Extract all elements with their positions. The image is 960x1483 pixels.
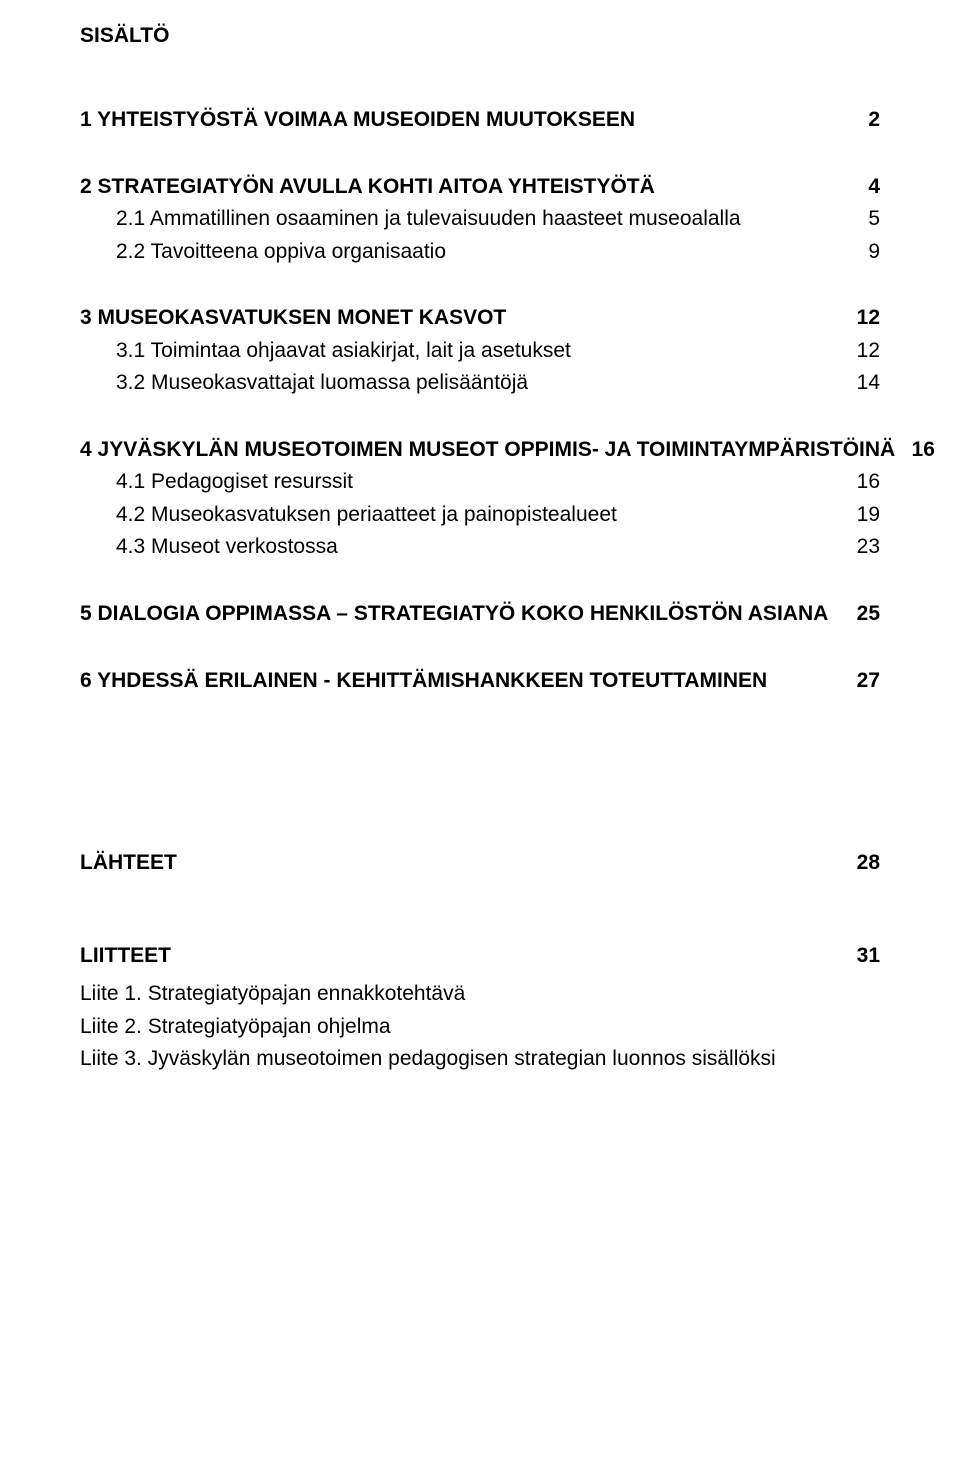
toc-entry-page: 16 [852, 466, 880, 499]
appendix-line: Liite 1. Strategiatyöpajan ennakkotehtäv… [80, 978, 880, 1011]
toc-entry-label: 2.1 Ammatillinen osaaminen ja tulevaisuu… [116, 203, 741, 236]
page-title: SISÄLTÖ [80, 24, 880, 48]
toc-entry-label: LIITTEET [80, 940, 171, 973]
appendix-line: Liite 3. Jyväskylän museotoimen pedagogi… [80, 1043, 880, 1076]
toc-entry: 5 DIALOGIA OPPIMASSA – STRATEGIATYÖ KOKO… [80, 598, 880, 631]
toc-gap [80, 564, 880, 598]
appendix-line: Liite 2. Strategiatyöpajan ohjelma [80, 1011, 880, 1044]
toc-entry-label: 3.1 Toimintaa ohjaavat asiakirjat, lait … [116, 335, 571, 368]
toc-entry: 4.2 Museokasvatuksen periaatteet ja pain… [80, 499, 880, 532]
toc-entry-page: 27 [852, 665, 880, 698]
toc-entry-page: 23 [852, 531, 880, 564]
toc-entry-label: 1 YHTEISTYÖSTÄ VOIMAA MUSEOIDEN MUUTOKSE… [80, 104, 635, 137]
toc-entry: 2 STRATEGIATYÖN AVULLA KOHTI AITOA YHTEI… [80, 171, 880, 204]
toc-gap [80, 697, 880, 847]
toc-gap [80, 400, 880, 434]
toc-entry-label: LÄHTEET [80, 847, 177, 880]
toc-entry: 4.1 Pedagogiset resurssit 16 [80, 466, 880, 499]
toc-entry-label: 4 JYVÄSKYLÄN MUSEOTOIMEN MUSEOT OPPIMIS-… [80, 434, 895, 467]
toc-entry-page: 2 [852, 104, 880, 137]
toc-gap [80, 880, 880, 940]
toc-entry-page: 19 [852, 499, 880, 532]
toc-entry: 4 JYVÄSKYLÄN MUSEOTOIMEN MUSEOT OPPIMIS-… [80, 434, 880, 467]
appendix-list: Liite 1. Strategiatyöpajan ennakkotehtäv… [80, 978, 880, 1076]
toc-entry-page: 12 [852, 335, 880, 368]
toc-entry: 2.2 Tavoitteena oppiva organisaatio 9 [80, 236, 880, 269]
toc-entry-label: 5 DIALOGIA OPPIMASSA – STRATEGIATYÖ KOKO… [80, 598, 828, 631]
toc-entry-label: 2 STRATEGIATYÖN AVULLA KOHTI AITOA YHTEI… [80, 171, 655, 204]
toc-gap [80, 268, 880, 302]
toc-entry-label: 6 YHDESSÄ ERILAINEN - KEHITTÄMISHANKKEEN… [80, 665, 767, 698]
toc-spacer [895, 434, 907, 467]
toc-entry-page: 5 [852, 203, 880, 236]
table-of-contents: 1 YHTEISTYÖSTÄ VOIMAA MUSEOIDEN MUUTOKSE… [80, 104, 880, 972]
toc-entry-page: 14 [852, 367, 880, 400]
toc-entry: 3 MUSEOKASVATUKSEN MONET KASVOT 12 [80, 302, 880, 335]
toc-entry-page: 31 [852, 940, 880, 973]
toc-entry-label: 4.3 Museot verkostossa [116, 531, 338, 564]
toc-entry: LIITTEET 31 [80, 940, 880, 973]
toc-entry-page: 9 [852, 236, 880, 269]
toc-entry-page: 16 [907, 434, 935, 467]
toc-gap [80, 631, 880, 665]
toc-entry: 1 YHTEISTYÖSTÄ VOIMAA MUSEOIDEN MUUTOKSE… [80, 104, 880, 137]
toc-entry-page: 25 [852, 598, 880, 631]
toc-entry-page: 12 [852, 302, 880, 335]
toc-entry-label: 3 MUSEOKASVATUKSEN MONET KASVOT [80, 302, 506, 335]
toc-entry: 2.1 Ammatillinen osaaminen ja tulevaisuu… [80, 203, 880, 236]
toc-entry: 4.3 Museot verkostossa 23 [80, 531, 880, 564]
toc-entry-label: 4.2 Museokasvatuksen periaatteet ja pain… [116, 499, 617, 532]
toc-entry-page: 28 [852, 847, 880, 880]
toc-entry-label: 3.2 Museokasvattajat luomassa pelisääntö… [116, 367, 528, 400]
toc-entry: LÄHTEET 28 [80, 847, 880, 880]
toc-entry: 3.2 Museokasvattajat luomassa pelisääntö… [80, 367, 880, 400]
toc-entry-label: 4.1 Pedagogiset resurssit [116, 466, 353, 499]
toc-gap [80, 137, 880, 171]
toc-entry-page: 4 [852, 171, 880, 204]
toc-entry: 3.1 Toimintaa ohjaavat asiakirjat, lait … [80, 335, 880, 368]
toc-entry: 6 YHDESSÄ ERILAINEN - KEHITTÄMISHANKKEEN… [80, 665, 880, 698]
toc-entry-label: 2.2 Tavoitteena oppiva organisaatio [116, 236, 446, 269]
